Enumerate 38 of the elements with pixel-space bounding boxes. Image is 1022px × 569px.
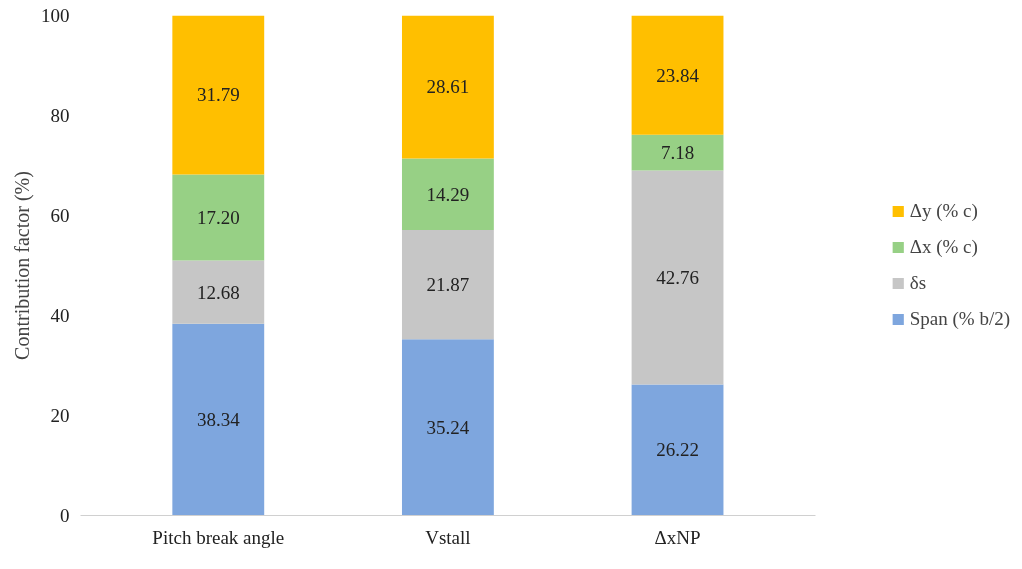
data-label: 21.87 [426,274,470,296]
data-label: 23.84 [656,64,700,86]
bar [401,229,494,340]
data-label: 28.61 [426,76,470,98]
data-label: 31.79 [196,84,240,106]
x-tick-label: Pitch break angle [152,526,285,548]
bar [172,174,265,261]
bar [401,158,494,230]
y-axis-title: Contribution factor (%) [11,171,34,360]
bar [172,323,265,516]
y-tick-label: 0 [60,505,70,526]
legend-label: Span (% b/2) [909,308,1010,330]
y-tick-label: 20 [50,405,70,426]
data-label: 17.20 [196,206,240,228]
bar [172,15,265,175]
legend-label: Δy (% c) [909,200,978,222]
data-label: 12.68 [196,281,240,303]
y-tick-label: 40 [50,305,70,326]
bar [631,384,724,516]
bar [631,15,724,135]
bar [401,339,494,516]
y-tick-label: 80 [50,105,70,126]
data-label: 26.22 [656,439,699,461]
bar [172,260,265,324]
data-label: 42.76 [656,267,699,288]
data-label: 35.24 [426,416,470,438]
x-tick-label: Vstall [425,526,471,548]
y-tick-label: 100 [41,5,70,26]
bar [631,134,724,171]
legend-label: δs [909,272,928,294]
bar [631,170,724,385]
y-tick-label: 60 [50,205,70,226]
legend-label: Δx (% c) [909,236,978,258]
x-tick-label: ΔxNP [654,526,701,548]
data-label: 7.18 [660,142,695,164]
bar [401,15,494,159]
data-label: 14.29 [426,183,470,205]
data-label: 38.34 [196,409,241,431]
